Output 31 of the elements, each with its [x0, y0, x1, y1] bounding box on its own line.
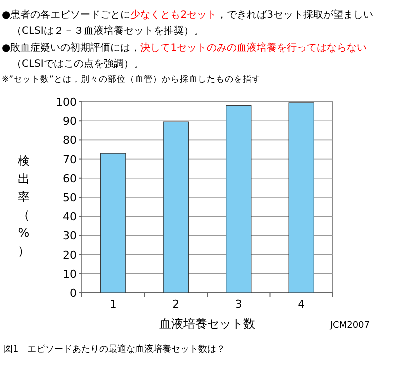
y-tick-label: 50	[63, 192, 77, 204]
y-tick-label: 80	[63, 134, 77, 148]
x-tick-label: 2	[172, 298, 180, 311]
text: 少なくとも2セット	[130, 9, 218, 21]
y-tick-label: 70	[63, 153, 77, 166]
text: （CLSIではこの点を強調）。	[12, 58, 144, 70]
text: （CLSIは２－３血液培養セットを推奨）。	[12, 25, 204, 37]
text: 決して1セットのみの血液培養を行ってはならない	[140, 42, 368, 54]
x-tick-label: 3	[235, 298, 242, 311]
y-tick-label: 60	[63, 172, 77, 186]
text: ※”セット数”とは，別々の部位（血管）から採血したものを指す	[2, 74, 261, 85]
y-tick-label: 40	[63, 210, 77, 224]
y-tick-label: 100	[56, 96, 77, 109]
y-axis-title: 検出率（%）	[18, 154, 30, 258]
bar	[226, 106, 252, 294]
x-tick-label: 1	[110, 298, 117, 311]
text: ●患者の各エピソードごとに	[2, 9, 131, 21]
text: ，できれば3セット採取が望ましい	[217, 9, 374, 21]
y-tick-label: 10	[63, 268, 77, 281]
bar	[288, 102, 314, 294]
bar	[100, 153, 126, 294]
y-tick-label: 90	[63, 115, 77, 128]
y-tick-label: 0	[70, 287, 77, 300]
y-tick-label: 20	[63, 248, 77, 262]
caption: 図1 エピソードあたりの最適な血液培養セット数は？	[4, 344, 226, 355]
bar	[163, 122, 189, 294]
x-tick-label: 4	[298, 298, 306, 311]
text: JCM2007	[329, 321, 370, 331]
x-axis-title: 血液培養セット数	[160, 317, 256, 331]
y-tick-label: 30	[63, 230, 77, 243]
text: ●敗血症疑いの初期評価には，	[2, 42, 141, 54]
